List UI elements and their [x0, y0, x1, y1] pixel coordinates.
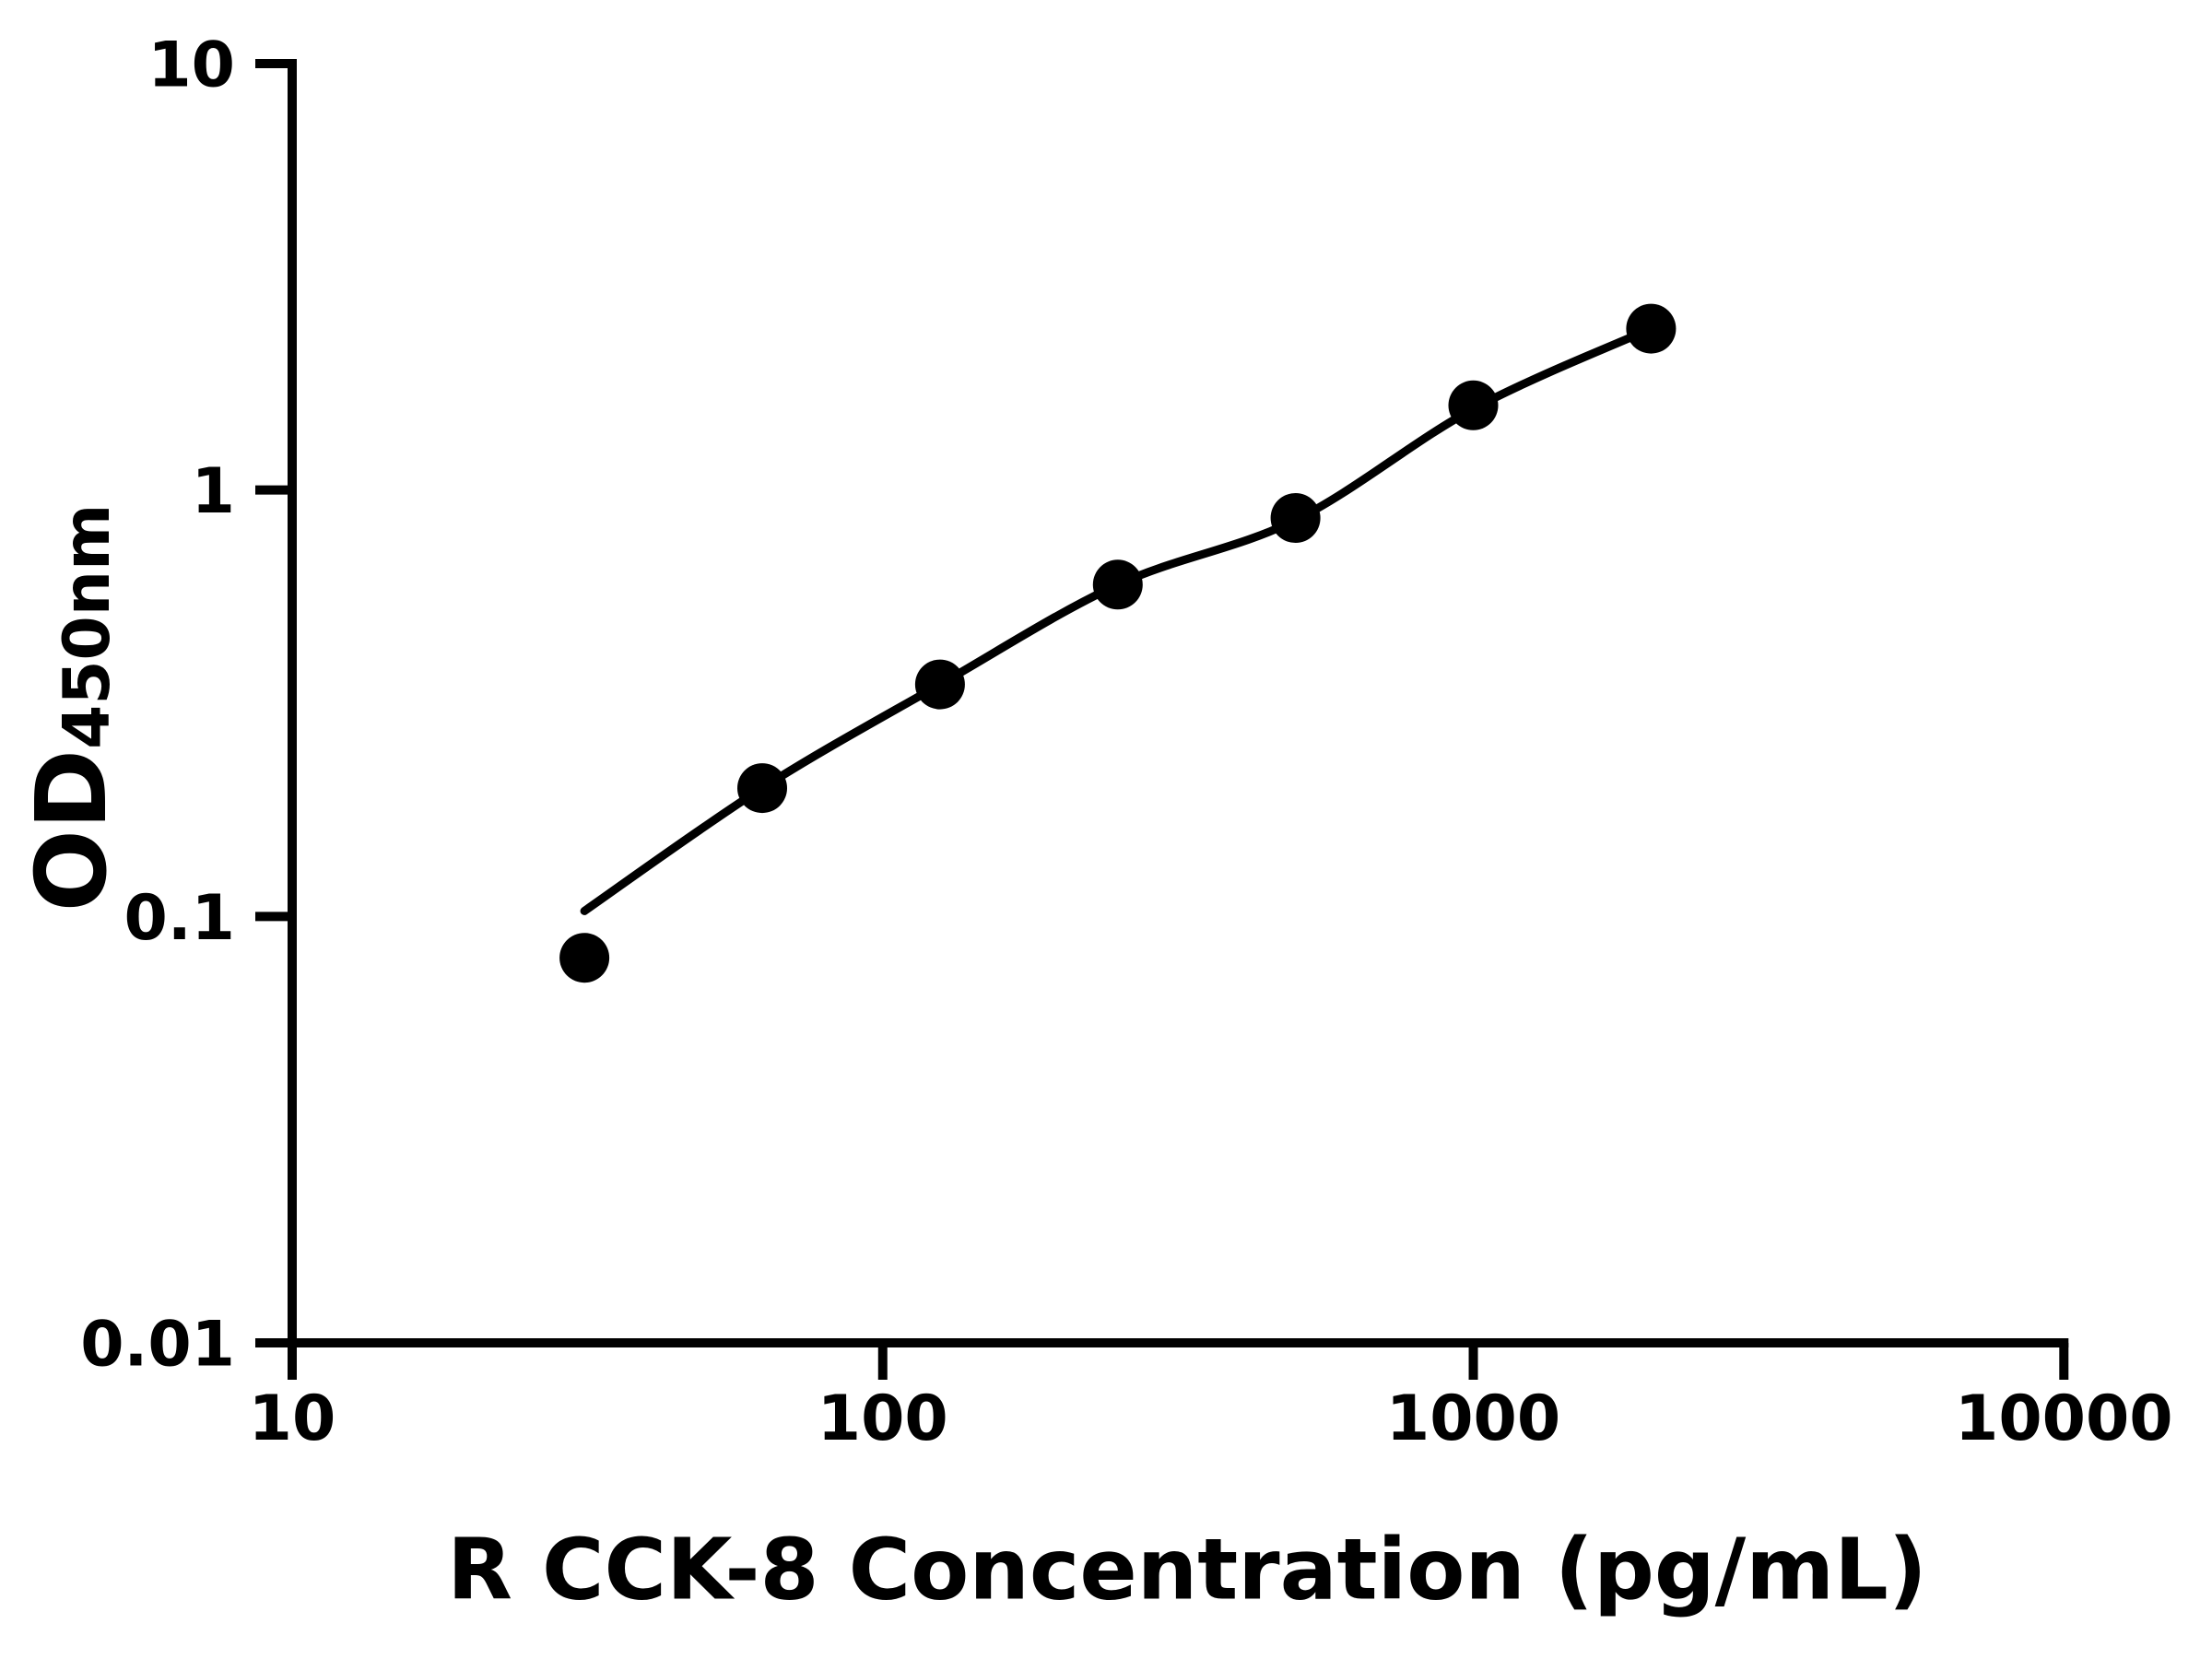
x-tick-label: 10: [249, 1382, 336, 1455]
y-axis-title-main: OD: [16, 748, 128, 912]
x-tick-label: 10000: [1955, 1382, 2173, 1455]
data-point-marker: [1448, 380, 1499, 430]
y-axis-title: OD450nm: [16, 504, 128, 912]
y-tick-label: 10: [147, 29, 235, 101]
data-point-marker: [1626, 303, 1677, 354]
x-tick-label: 100: [818, 1382, 948, 1455]
y-tick-label: 1: [192, 455, 235, 528]
data-point-marker: [1092, 559, 1143, 610]
x-tick-label: 1000: [1386, 1382, 1560, 1455]
data-point-marker: [914, 659, 965, 710]
data-point-marker: [737, 763, 787, 814]
y-axis-title-subscript: 450nm: [51, 503, 125, 749]
y-tick-label: 0.01: [80, 1308, 235, 1381]
data-point-marker: [1270, 493, 1321, 543]
x-axis-title: R CCK-8 Concentration (pg/mL): [447, 1520, 1927, 1619]
y-tick-label: 0.1: [124, 882, 235, 955]
data-point-marker: [559, 933, 610, 983]
